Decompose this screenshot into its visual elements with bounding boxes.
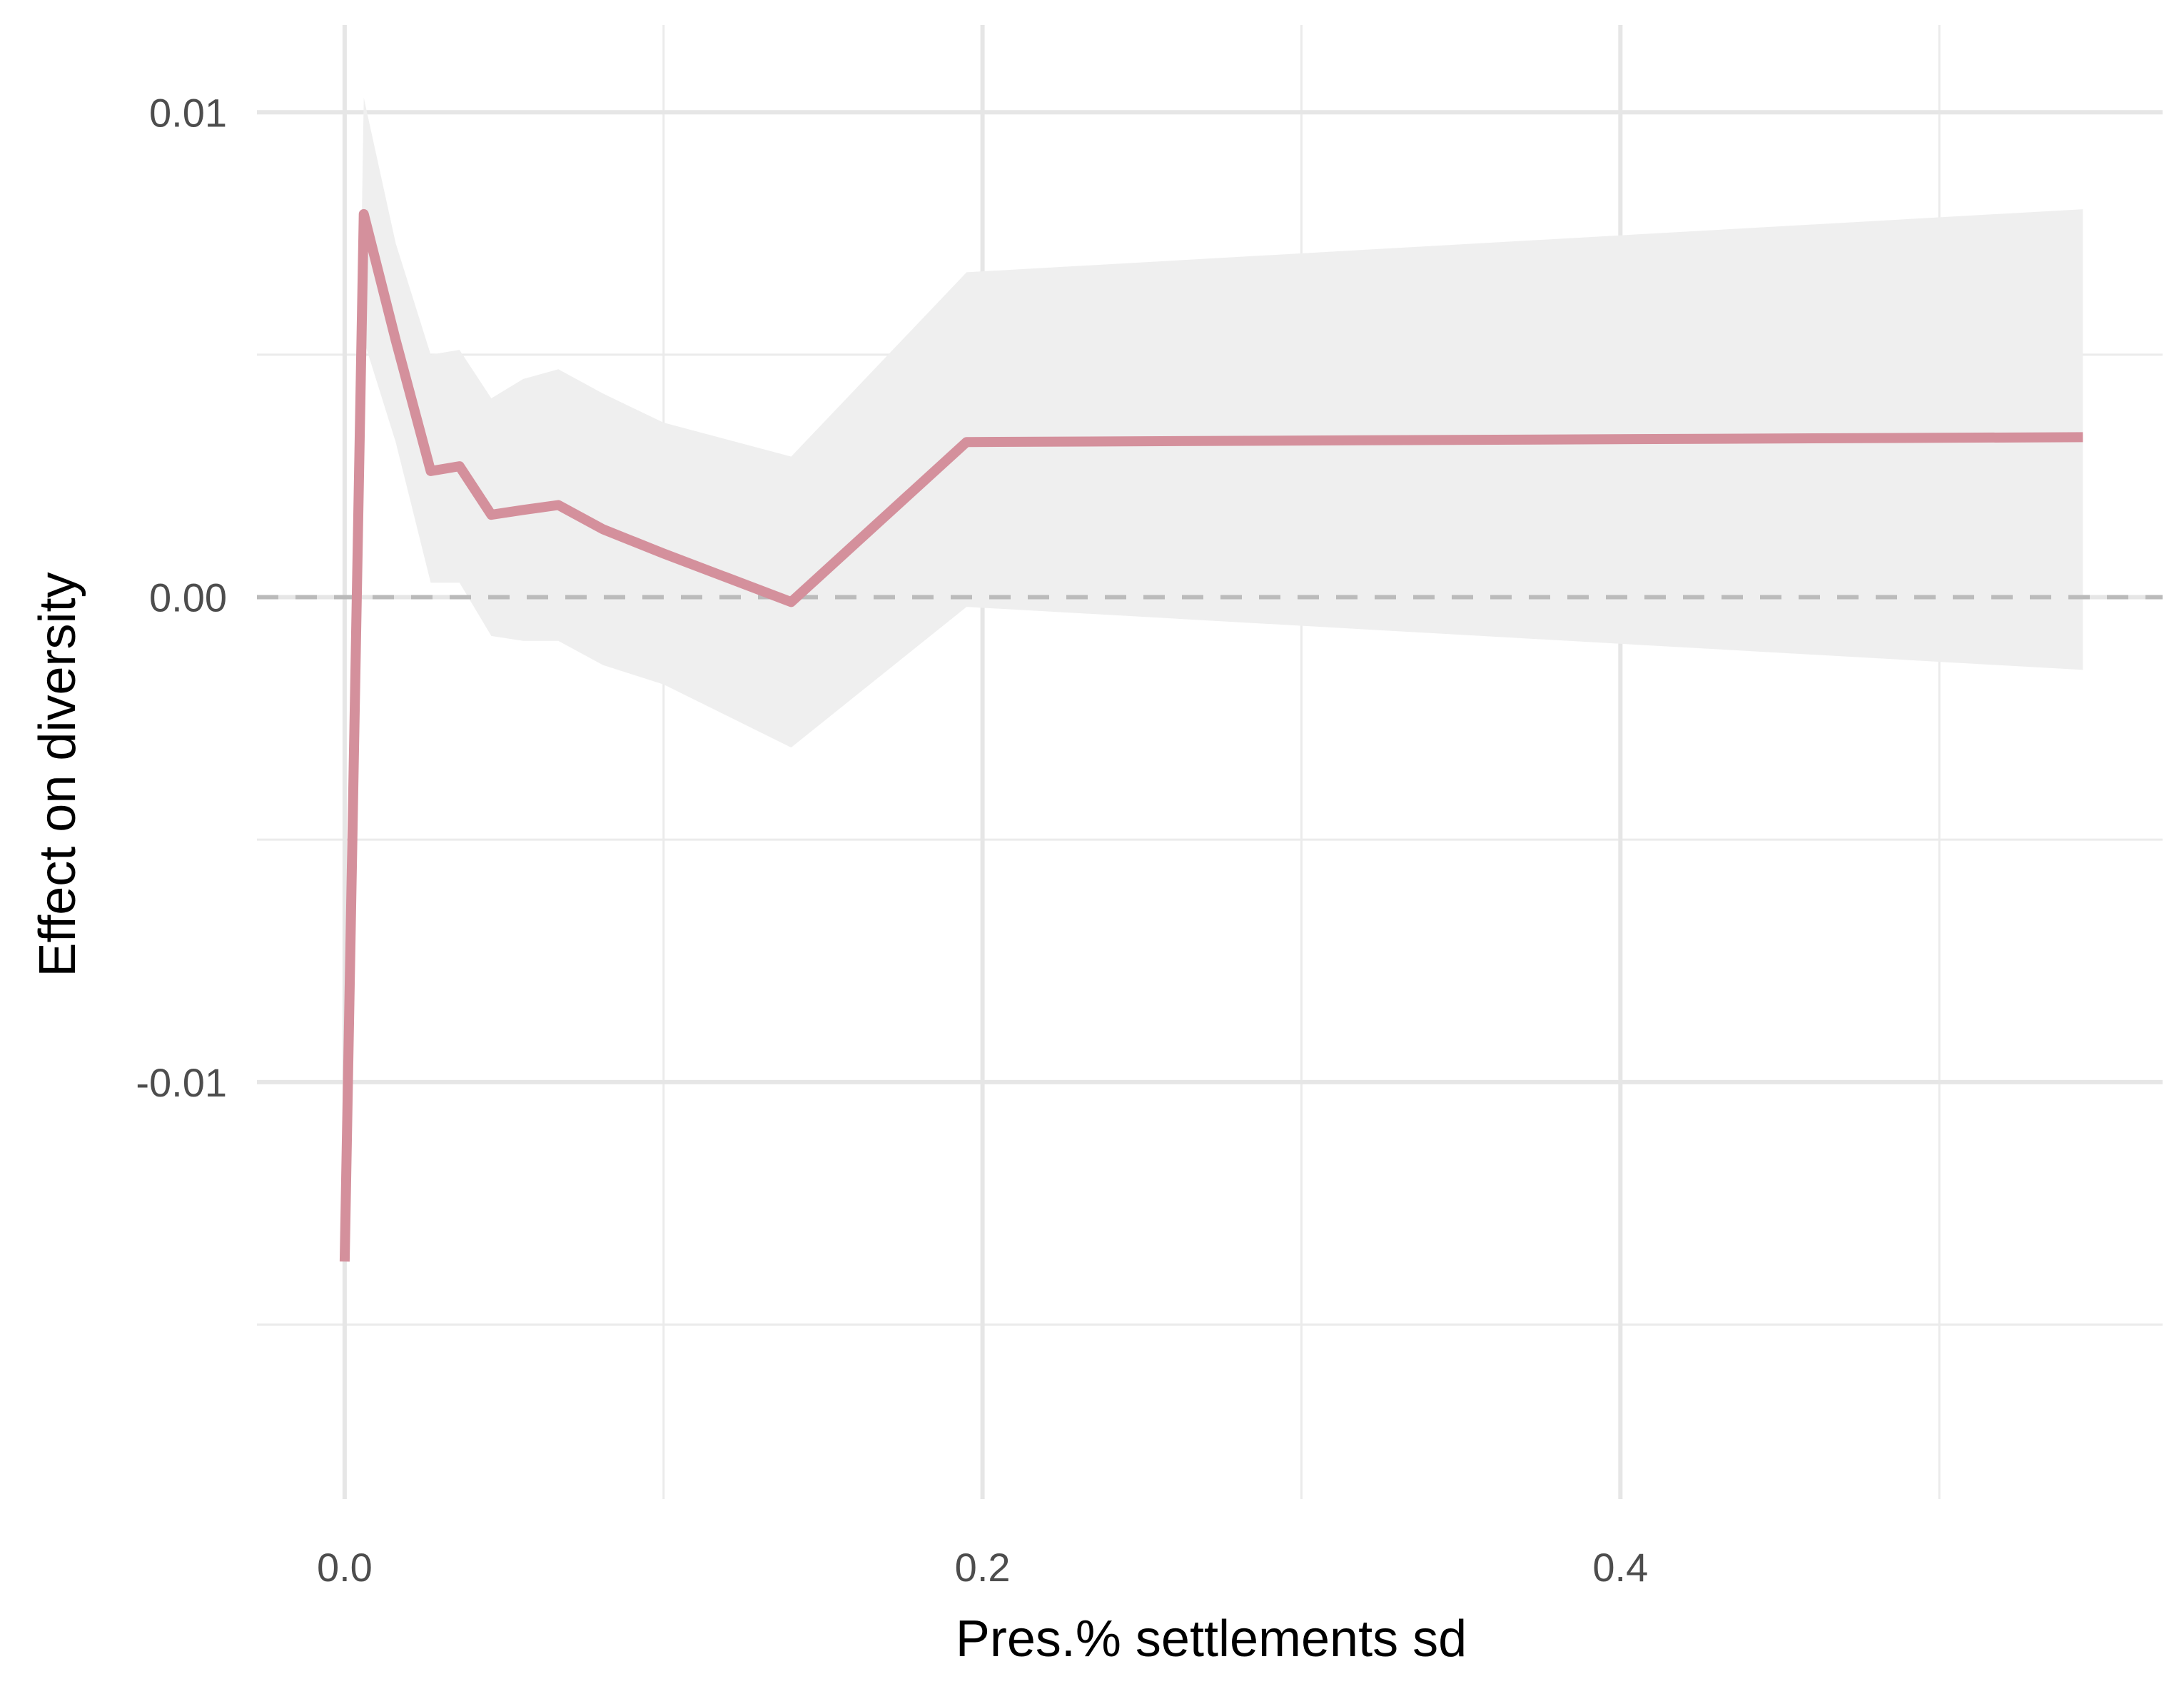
tick-label-layer: 0.0 0.2 0.4 -0.01 0.00 0.01 bbox=[136, 90, 1648, 1590]
y-axis-title: Effect on diversity bbox=[29, 573, 86, 977]
x-tick-label-1: 0.2 bbox=[955, 1545, 1011, 1590]
series-line-layer bbox=[339, 208, 2083, 1262]
x-axis-title: Pres.% settlements sd bbox=[956, 1610, 1467, 1668]
series-line-0 bbox=[339, 208, 2083, 1262]
y-tick-label-1: 0.00 bbox=[149, 575, 227, 620]
x-tick-label-0: 0.0 bbox=[317, 1545, 373, 1590]
y-tick-label-2: 0.01 bbox=[149, 90, 227, 135]
ribbon-layer bbox=[344, 97, 2083, 1262]
confidence-ribbon-0 bbox=[344, 97, 2083, 1262]
x-tick-label-2: 0.4 bbox=[1592, 1545, 1648, 1590]
y-tick-label-0: -0.01 bbox=[136, 1060, 227, 1105]
